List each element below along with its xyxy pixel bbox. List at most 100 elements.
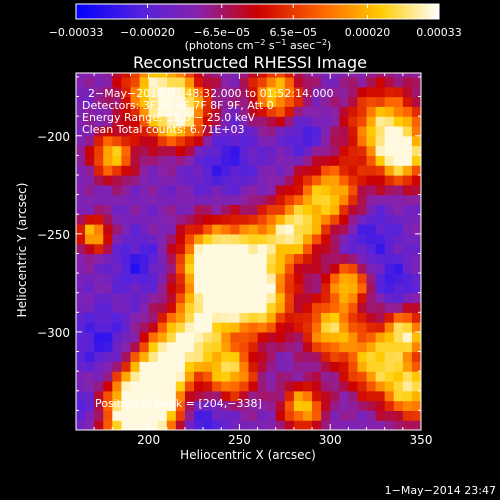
heatmap-cell [293, 312, 304, 323]
heatmap-cell [94, 145, 104, 156]
heatmap-cell [330, 135, 340, 147]
heatmap-cell [221, 116, 231, 127]
heatmap-cell [157, 155, 168, 166]
heatmap-cell [230, 96, 241, 107]
heatmap-cell [94, 76, 104, 88]
heatmap-cell [194, 125, 204, 137]
heatmap-cell [103, 371, 113, 382]
heatmap-cell [284, 214, 295, 225]
heatmap-cell [284, 86, 295, 98]
heatmap-cell [221, 302, 231, 313]
heatmap-cell [85, 282, 95, 294]
heatmap-cell [175, 292, 186, 304]
heatmap-cell [175, 224, 186, 235]
heatmap-cell [230, 135, 241, 147]
heatmap-cell [203, 380, 213, 392]
heatmap-cell [239, 341, 250, 353]
heatmap-cell [239, 292, 250, 304]
heatmap-cell [293, 420, 304, 430]
heatmap-cell [275, 155, 286, 166]
heatmap-cell [284, 145, 295, 156]
heatmap-cell [94, 184, 104, 196]
heatmap-cell [94, 351, 104, 362]
heatmap-cell [175, 263, 186, 274]
heatmap-cell [76, 243, 86, 255]
heatmap-cell [166, 322, 177, 333]
heatmap-cell [302, 135, 313, 147]
heatmap-cell [366, 214, 377, 225]
heatmap-cell [139, 371, 150, 382]
heatmap-cell [312, 116, 322, 127]
heatmap-cell [203, 204, 213, 215]
heatmap-cell [112, 341, 122, 353]
heatmap-cell [257, 243, 268, 255]
heatmap-cell [248, 184, 259, 196]
heatmap-cell [284, 302, 295, 313]
heatmap-cell [266, 204, 277, 215]
heatmap-cell [184, 96, 195, 107]
heatmap-cell [184, 194, 195, 206]
heatmap-cell [375, 214, 386, 225]
heatmap-cell [302, 420, 313, 430]
heatmap-cell [302, 322, 313, 333]
heatmap-cell [103, 73, 113, 78]
heatmap-cell [121, 282, 132, 294]
heatmap-cell [393, 371, 404, 382]
heatmap-cell [266, 263, 277, 274]
heatmap-cell [266, 73, 277, 78]
heatmap-cell [103, 243, 113, 255]
heatmap-cell [384, 165, 395, 176]
heatmap-cell [330, 155, 340, 166]
heatmap-cell [94, 86, 104, 98]
heatmap-cell [212, 302, 222, 313]
heatmap-cell [375, 312, 386, 323]
heatmap-cell [293, 125, 304, 137]
heatmap-cell [103, 341, 113, 353]
heatmap-cell [76, 371, 86, 382]
heatmap-cell [148, 145, 159, 156]
heatmap-cell [148, 214, 159, 225]
heatmap-cell [112, 253, 122, 264]
heatmap-cell [203, 86, 213, 98]
heatmap-cell [194, 322, 204, 333]
heatmap-cell [148, 420, 159, 430]
heatmap-cell [184, 243, 195, 255]
heatmap-cell [85, 243, 95, 255]
heatmap-cell [94, 106, 104, 117]
heatmap-cell [339, 86, 349, 98]
heatmap-cell [230, 106, 241, 117]
heatmap-cell [402, 420, 413, 430]
heatmap-cell [94, 73, 104, 78]
heatmap-cell [366, 322, 377, 333]
heatmap-cell [112, 145, 122, 156]
heatmap-cell [321, 273, 331, 284]
heatmap-cell [339, 214, 349, 225]
heatmap-cell [121, 302, 132, 313]
heatmap-cell [257, 175, 268, 186]
heatmap-cell [175, 302, 186, 313]
heatmap-cell [348, 76, 359, 88]
heatmap-cell [266, 341, 277, 353]
heatmap-cell [275, 322, 286, 333]
heatmap-cell [85, 145, 95, 156]
heatmap-cell [402, 282, 413, 294]
heatmap-cell [85, 135, 95, 147]
heatmap-cell [275, 204, 286, 215]
heatmap-cell [312, 400, 322, 411]
heatmap-cell [139, 73, 150, 78]
heatmap-cell [402, 106, 413, 117]
heatmap-cell [339, 125, 349, 137]
heatmap-cell [184, 253, 195, 264]
heatmap-cell [175, 184, 186, 196]
heatmap-cell [266, 145, 277, 156]
heatmap-cell [375, 253, 386, 264]
heatmap-cell [221, 253, 231, 264]
heatmap-cell [103, 175, 113, 186]
heatmap-cell [130, 410, 141, 421]
heatmap-cell [239, 361, 250, 372]
heatmap-cell [248, 204, 259, 215]
heatmap-cell [130, 322, 141, 333]
heatmap-cell [275, 145, 286, 156]
heatmap-cell [321, 322, 331, 333]
heatmap-cell [302, 243, 313, 255]
